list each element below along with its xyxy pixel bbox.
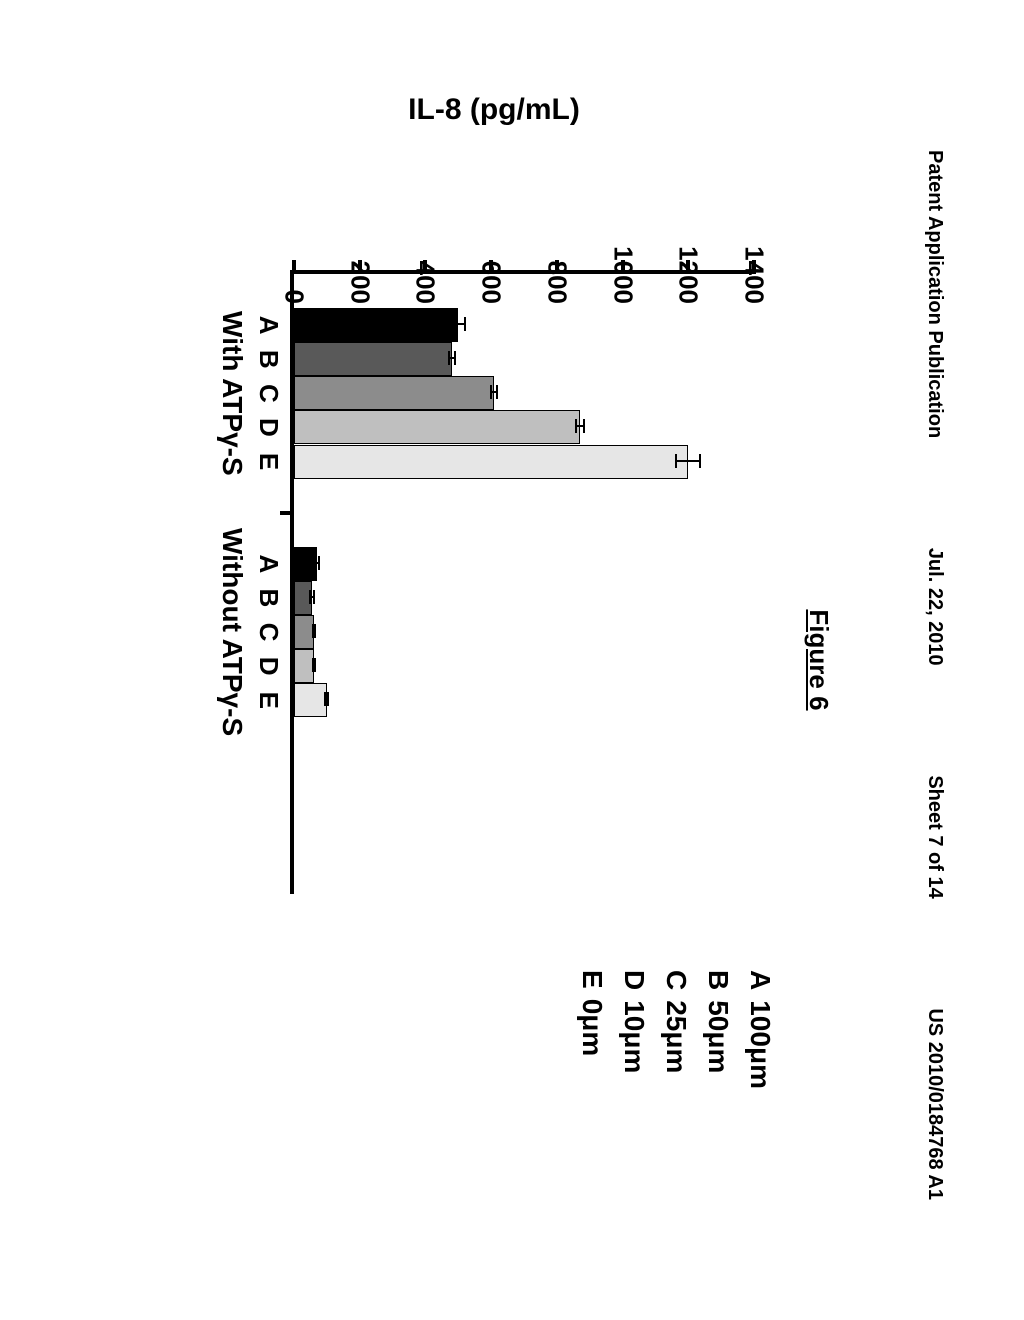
bar-with-E <box>294 445 688 479</box>
bar-label-with-E: E <box>253 453 284 470</box>
sheet: Patent Application Publication Jul. 22, … <box>0 0 1024 1320</box>
legend-key: A <box>744 970 776 990</box>
figure-title: Figure 6 <box>803 0 834 1320</box>
legend-label: 25μm <box>660 1000 692 1073</box>
x-tick <box>280 511 294 515</box>
bar-label-without-E: E <box>253 692 284 709</box>
bar-with-B <box>294 342 452 376</box>
bar-with-A <box>294 308 458 342</box>
legend-label: 0μm <box>576 999 608 1057</box>
bar-label-with-C: C <box>253 384 284 403</box>
legend-label: 100μm <box>744 1000 776 1089</box>
errorbar-with-A <box>450 323 466 325</box>
group-label-without: Without ATPγ-S <box>216 528 248 736</box>
y-tick-label: 200 <box>344 261 375 304</box>
bar-label-with-B: B <box>253 350 284 369</box>
y-tick-label: 400 <box>410 261 441 304</box>
errorbar-without-A <box>314 562 319 564</box>
group-label-with: With ATPγ-S <box>216 311 248 476</box>
errorbar-without-C <box>312 630 316 632</box>
legend-item-E: E 0μm <box>576 970 608 1089</box>
errorbar-without-B <box>309 596 314 598</box>
legend: A 100μm B 50μm C 25μm D 10μm E 0μm <box>566 970 776 1089</box>
legend-key: E <box>576 970 608 989</box>
bar-with-C <box>294 376 494 410</box>
publication-number: US 2010/0184768 A1 <box>923 1008 946 1200</box>
y-tick <box>292 260 296 274</box>
errorbar-with-E <box>675 460 701 462</box>
page-header: Patent Application Publication Jul. 22, … <box>923 0 946 1320</box>
legend-item-B: B 50μm <box>702 970 734 1089</box>
publication-date: Jul. 22, 2010 <box>923 548 946 666</box>
errorbar-with-D <box>575 425 585 427</box>
bar-without-E <box>294 683 327 717</box>
publication-type: Patent Application Publication <box>923 150 946 438</box>
bar-with-D <box>294 410 580 444</box>
bar-label-without-A: A <box>253 554 284 573</box>
bar-label-with-A: A <box>253 316 284 335</box>
il8-chart: IL-8 (pg/mL) ABCDEWith ATPγ-SABCDEWithou… <box>214 180 774 940</box>
y-tick-label: 800 <box>541 261 572 304</box>
y-tick-label: 600 <box>476 261 507 304</box>
legend-key: B <box>702 970 734 990</box>
errorbar-without-E <box>324 698 329 700</box>
y-tick-label: 1400 <box>739 246 770 304</box>
bar-without-D <box>294 649 314 683</box>
errorbar-with-C <box>490 391 498 393</box>
bar-without-C <box>294 615 314 649</box>
legend-item-C: C 25μm <box>660 970 692 1089</box>
bar-label-with-D: D <box>253 418 284 437</box>
legend-label: 50μm <box>702 1000 734 1073</box>
sheet-number: Sheet 7 of 14 <box>923 775 946 898</box>
page-root: Patent Application Publication Jul. 22, … <box>0 0 1024 1024</box>
legend-key: C <box>660 970 692 990</box>
bar-label-without-D: D <box>253 657 284 676</box>
y-axis-title: IL-8 (pg/mL) <box>408 93 580 127</box>
errorbar-without-D <box>312 664 316 666</box>
legend-key: D <box>618 970 650 990</box>
plot-area: ABCDEWith ATPγ-SABCDEWithout ATPγ-S <box>290 270 754 894</box>
errorbar-with-B <box>448 357 456 359</box>
bar-label-without-B: B <box>253 589 284 608</box>
y-tick-label: 0 <box>279 290 310 304</box>
legend-label: 10μm <box>618 1000 650 1073</box>
bar-label-without-C: C <box>253 623 284 642</box>
y-tick-label: 1000 <box>607 246 638 304</box>
legend-item-D: D 10μm <box>618 970 650 1089</box>
legend-item-A: A 100μm <box>744 970 776 1089</box>
y-tick-label: 1200 <box>673 246 704 304</box>
